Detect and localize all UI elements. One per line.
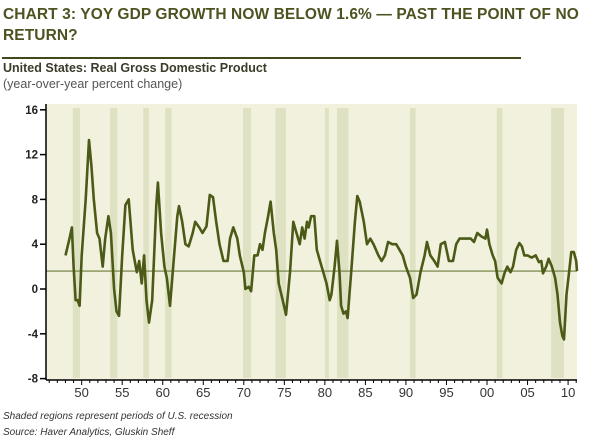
- x-tick-label: 80: [318, 385, 332, 400]
- source-note: Source: Haver Analytics, Gluskin Sheff: [3, 427, 175, 438]
- chart-units: (year-over-year percent change): [3, 77, 183, 91]
- recession-band: [324, 108, 329, 378]
- recession-band: [337, 108, 349, 378]
- gdp-series-line: [64, 138, 579, 341]
- x-tick-label: 50: [74, 385, 88, 400]
- recession-band: [496, 108, 503, 378]
- y-tick-label: 8: [32, 194, 39, 206]
- y-tick-label: -8: [28, 374, 39, 386]
- chart-subtitle: United States: Real Gross Domestic Produ…: [3, 61, 267, 75]
- y-tick-label: 16: [25, 105, 38, 117]
- x-tick-label: 65: [196, 385, 210, 400]
- recession-band: [275, 108, 286, 378]
- x-tick-label: 55: [115, 385, 129, 400]
- x-tick-label: 60: [156, 385, 170, 400]
- x-tick-label: 00: [480, 385, 494, 400]
- footnote: Shaded regions represent periods of U.S.…: [3, 411, 233, 422]
- y-tick-label: 4: [32, 239, 39, 251]
- title-divider: [2, 57, 521, 59]
- recession-band: [165, 108, 172, 378]
- x-tick-label: 90: [399, 385, 413, 400]
- x-tick-label: 10: [561, 385, 575, 400]
- recession-band: [110, 108, 118, 378]
- recession-band: [143, 108, 149, 378]
- x-tick-label: 75: [277, 385, 291, 400]
- recession-band: [409, 108, 416, 378]
- y-tick-label: 12: [25, 150, 38, 162]
- recession-band: [242, 108, 252, 378]
- x-tick-label: 85: [358, 385, 372, 400]
- chart-title: CHART 3: YOY GDP GROWTH NOW BELOW 1.6% —…: [3, 6, 579, 44]
- recession-band: [551, 108, 565, 378]
- x-tick-label: 70: [237, 385, 251, 400]
- x-tick-label: 05: [520, 385, 534, 400]
- recession-band: [72, 108, 81, 378]
- x-tick-label: 95: [439, 385, 453, 400]
- y-tick-label: -4: [28, 329, 39, 341]
- y-tick-label: 0: [32, 284, 38, 296]
